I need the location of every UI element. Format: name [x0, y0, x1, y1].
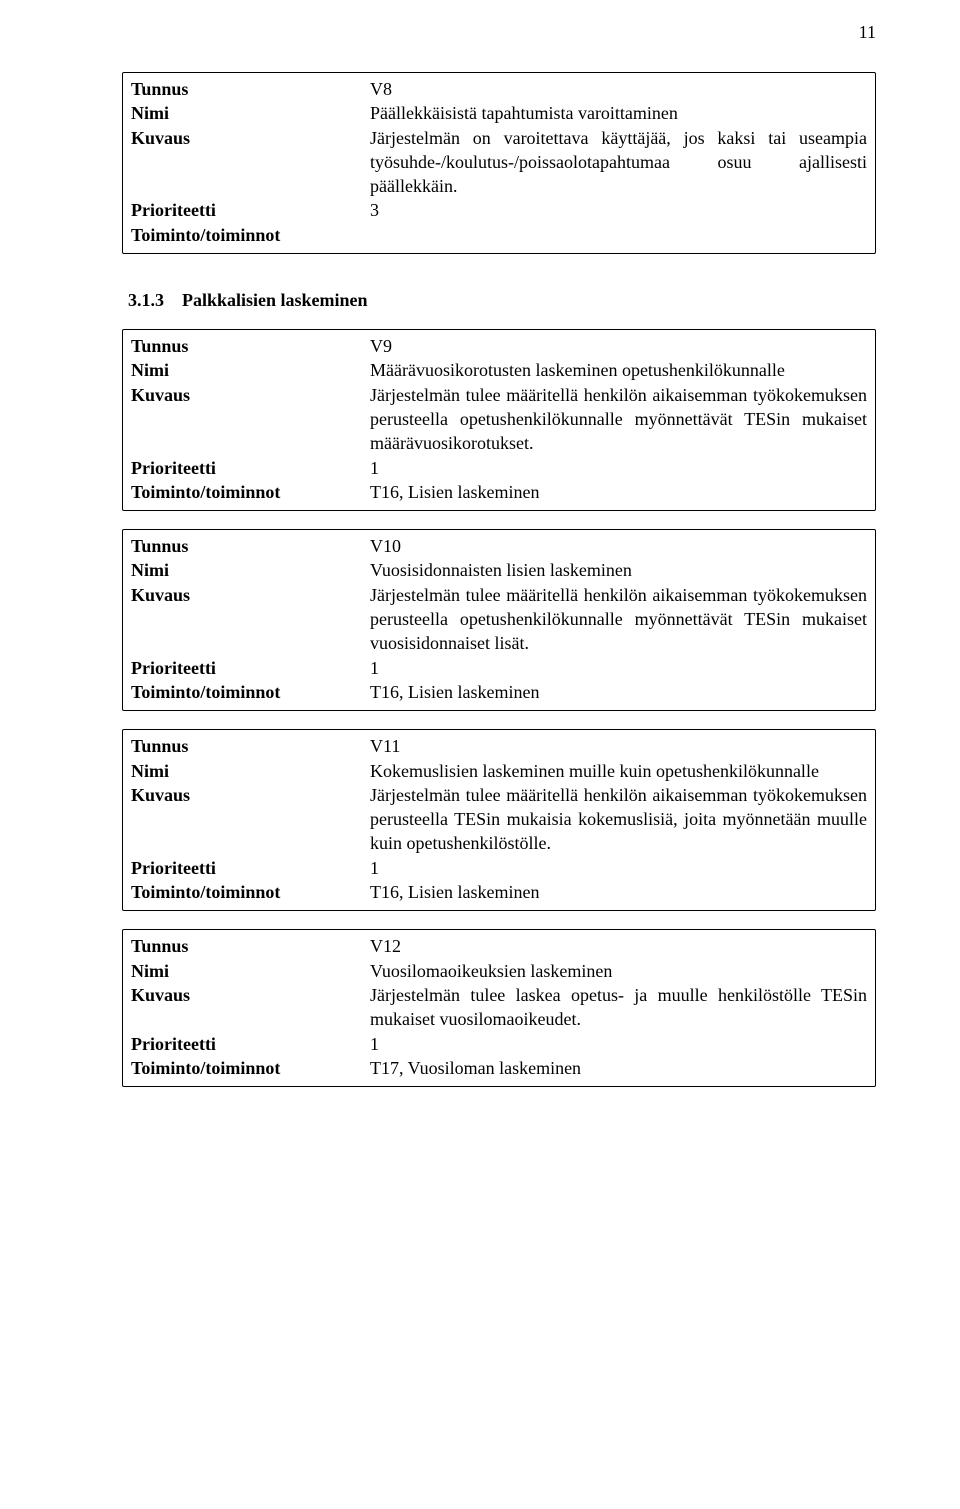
table-row: Prioriteetti 1 [131, 1032, 867, 1056]
section-title: Palkkalisien laskeminen [182, 290, 368, 310]
requirement-box: Tunnus V10 Nimi Vuosisidonnaisten lisien… [122, 529, 876, 711]
label-nimi: Nimi [131, 358, 370, 382]
table-row: Toiminto/toiminnot T16, Lisien laskemine… [131, 680, 867, 704]
label-tunnus: Tunnus [131, 734, 370, 758]
table-row: Tunnus V8 [131, 77, 867, 101]
table-row: Toiminto/toiminnot [131, 223, 867, 247]
label-toiminto: Toiminto/toiminnot [131, 1056, 370, 1080]
table-row: Tunnus V11 [131, 734, 867, 758]
table-row: Tunnus V10 [131, 534, 867, 558]
table-row: Kuvaus Järjestelmän tulee laskea opetus-… [131, 983, 867, 1032]
section-heading: 3.1.3Palkkalisien laskeminen [122, 290, 876, 311]
table-row: Prioriteetti 3 [131, 198, 867, 222]
page: 11 Tunnus V8 Nimi Päällekkäisistä tapaht… [0, 0, 960, 1509]
table-row: Kuvaus Järjestelmän tulee määritellä hen… [131, 583, 867, 656]
label-nimi: Nimi [131, 101, 370, 125]
value-tunnus: V9 [370, 334, 867, 358]
value-prioriteetti: 3 [370, 198, 867, 222]
value-nimi: Määrävuosikorotusten laskeminen opetushe… [370, 358, 867, 382]
table-row: Kuvaus Järjestelmän tulee määritellä hen… [131, 783, 867, 856]
table-row: Nimi Vuosisidonnaisten lisien laskeminen [131, 558, 867, 582]
label-tunnus: Tunnus [131, 934, 370, 958]
label-kuvaus: Kuvaus [131, 126, 370, 150]
table-row: Prioriteetti 1 [131, 856, 867, 880]
table-row: Kuvaus Järjestelmän tulee määritellä hen… [131, 383, 867, 456]
value-tunnus: V8 [370, 77, 867, 101]
value-nimi: Kokemuslisien laskeminen muille kuin ope… [370, 759, 867, 783]
label-prioriteetti: Prioriteetti [131, 456, 370, 480]
label-tunnus: Tunnus [131, 334, 370, 358]
value-nimi: Vuosilomaoikeuksien laskeminen [370, 959, 867, 983]
label-toiminto: Toiminto/toiminnot [131, 880, 370, 904]
table-row: Toiminto/toiminnot T16, Lisien laskemine… [131, 480, 867, 504]
label-tunnus: Tunnus [131, 534, 370, 558]
table-row: Toiminto/toiminnot T16, Lisien laskemine… [131, 880, 867, 904]
value-tunnus: V11 [370, 734, 867, 758]
label-nimi: Nimi [131, 558, 370, 582]
value-prioriteetti: 1 [370, 1032, 867, 1056]
value-kuvaus: Järjestelmän tulee määritellä henkilön a… [370, 783, 867, 856]
label-prioriteetti: Prioriteetti [131, 1032, 370, 1056]
page-number: 11 [859, 22, 876, 43]
value-prioriteetti: 1 [370, 456, 867, 480]
requirement-box: Tunnus V11 Nimi Kokemuslisien laskeminen… [122, 729, 876, 911]
label-prioriteetti: Prioriteetti [131, 856, 370, 880]
requirement-box: Tunnus V9 Nimi Määrävuosikorotusten lask… [122, 329, 876, 511]
label-kuvaus: Kuvaus [131, 783, 370, 807]
value-kuvaus: Järjestelmän tulee laskea opetus- ja muu… [370, 983, 867, 1032]
label-kuvaus: Kuvaus [131, 383, 370, 407]
requirement-box: Tunnus V8 Nimi Päällekkäisistä tapahtumi… [122, 72, 876, 254]
value-toiminto: T17, Vuosiloman laskeminen [370, 1056, 867, 1080]
label-toiminto: Toiminto/toiminnot [131, 480, 370, 504]
section-number: 3.1.3 [128, 290, 182, 311]
table-row: Nimi Vuosilomaoikeuksien laskeminen [131, 959, 867, 983]
table-row: Prioriteetti 1 [131, 456, 867, 480]
table-row: Prioriteetti 1 [131, 656, 867, 680]
table-row: Kuvaus Järjestelmän on varoitettava käyt… [131, 126, 867, 199]
value-nimi: Vuosisidonnaisten lisien laskeminen [370, 558, 867, 582]
label-kuvaus: Kuvaus [131, 583, 370, 607]
table-row: Nimi Kokemuslisien laskeminen muille kui… [131, 759, 867, 783]
label-prioriteetti: Prioriteetti [131, 198, 370, 222]
value-tunnus: V12 [370, 934, 867, 958]
value-prioriteetti: 1 [370, 656, 867, 680]
requirement-box: Tunnus V12 Nimi Vuosilomaoikeuksien lask… [122, 929, 876, 1087]
label-nimi: Nimi [131, 759, 370, 783]
table-row: Toiminto/toiminnot T17, Vuosiloman laske… [131, 1056, 867, 1080]
label-tunnus: Tunnus [131, 77, 370, 101]
label-prioriteetti: Prioriteetti [131, 656, 370, 680]
label-kuvaus: Kuvaus [131, 983, 370, 1007]
value-toiminto: T16, Lisien laskeminen [370, 680, 867, 704]
table-row: Tunnus V9 [131, 334, 867, 358]
table-row: Nimi Päällekkäisistä tapahtumista varoit… [131, 101, 867, 125]
value-kuvaus: Järjestelmän on varoitettava käyttäjää, … [370, 126, 867, 199]
table-row: Nimi Määrävuosikorotusten laskeminen ope… [131, 358, 867, 382]
value-toiminto: T16, Lisien laskeminen [370, 880, 867, 904]
label-nimi: Nimi [131, 959, 370, 983]
value-tunnus: V10 [370, 534, 867, 558]
value-kuvaus: Järjestelmän tulee määritellä henkilön a… [370, 583, 867, 656]
value-toiminto: T16, Lisien laskeminen [370, 480, 867, 504]
value-kuvaus: Järjestelmän tulee määritellä henkilön a… [370, 383, 867, 456]
value-prioriteetti: 1 [370, 856, 867, 880]
value-nimi: Päällekkäisistä tapahtumista varoittamin… [370, 101, 867, 125]
label-toiminto: Toiminto/toiminnot [131, 680, 370, 704]
table-row: Tunnus V12 [131, 934, 867, 958]
label-toiminto: Toiminto/toiminnot [131, 223, 370, 247]
